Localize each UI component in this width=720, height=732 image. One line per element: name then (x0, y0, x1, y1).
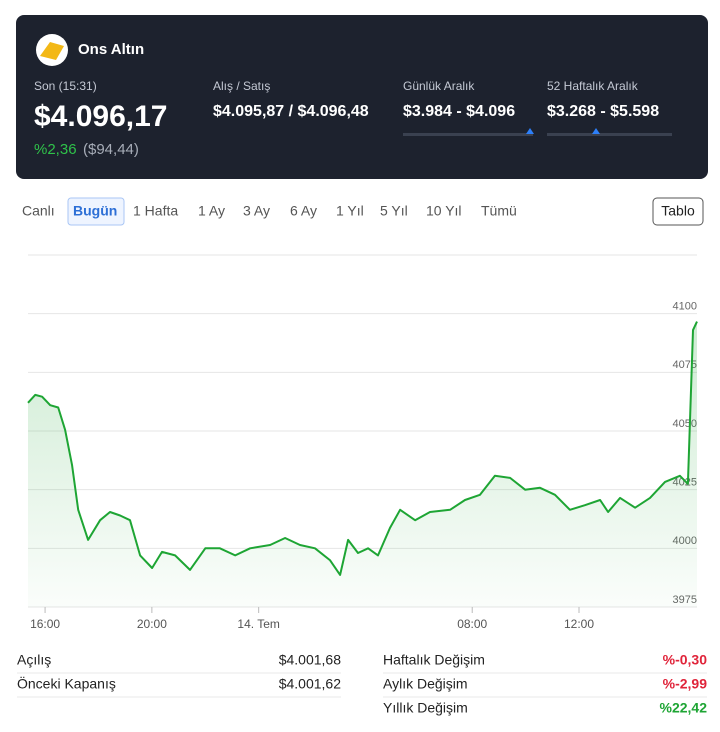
tab-selected-bg (67, 197, 125, 226)
daily-range: $3.984 - $4.096 (403, 103, 515, 120)
last-label: Son (15:31) (34, 79, 97, 93)
tab[interactable]: 1 Hafta (133, 203, 178, 219)
x-tick-label: 08:00 (457, 617, 487, 631)
price: $4.096,17 (34, 100, 167, 133)
tab[interactable]: Bugün (73, 203, 117, 219)
stat-value: $4.001,62 (279, 676, 341, 692)
stat-label: Açılış (17, 652, 51, 668)
tab[interactable]: 3 Ay (243, 203, 270, 219)
price-line (27, 321, 698, 576)
stat-value: %22,42 (660, 700, 708, 716)
tab[interactable]: 1 Yıl (336, 203, 364, 219)
tab[interactable]: 5 Yıl (380, 203, 408, 219)
x-tick-label: 14. Tem (237, 617, 279, 631)
stat-value: %-2,99 (663, 676, 708, 692)
title: Ons Altın (78, 41, 144, 58)
tab[interactable]: 6 Ay (290, 203, 317, 219)
range-bar (547, 133, 672, 136)
tab[interactable]: 1 Ay (198, 203, 225, 219)
stat-label: Önceki Kapanış (17, 675, 116, 692)
tab[interactable]: Canlı (22, 203, 55, 219)
area-fill (28, 321, 697, 607)
bid-ask: $4.095,87 / $4.096,48 (213, 103, 369, 120)
week52-label: 52 Haftalık Aralık (547, 79, 639, 93)
daily-range-label: Günlük Aralık (403, 79, 475, 93)
x-tick-label: 16:00 (30, 617, 60, 631)
range-marker (592, 128, 600, 134)
bid-ask-label: Alış / Satış (213, 79, 270, 93)
range-bar (403, 133, 533, 136)
tab[interactable]: Tümü (481, 203, 517, 219)
x-tick-label: 20:00 (137, 617, 167, 631)
y-tick-label: 4100 (673, 301, 697, 313)
range-marker (526, 128, 534, 134)
header-card (16, 15, 708, 179)
stat-value: $4.001,68 (279, 652, 341, 668)
x-tick-label: 12:00 (564, 617, 594, 631)
table-button[interactable]: Tablo (661, 203, 695, 219)
stat-label: Yıllık Değişim (383, 700, 468, 716)
change-abs: ($94,44) (83, 141, 139, 158)
change-pct: %2,36 (34, 141, 77, 158)
gold-icon (40, 42, 64, 60)
stat-label: Aylık Değişim (383, 676, 468, 692)
stat-label: Haftalık Değişim (383, 652, 485, 668)
table-button-bg[interactable] (652, 197, 704, 226)
stat-value: %-0,30 (663, 652, 708, 668)
tab[interactable]: 10 Yıl (426, 203, 462, 219)
week52-range: $3.268 - $5.598 (547, 103, 659, 120)
